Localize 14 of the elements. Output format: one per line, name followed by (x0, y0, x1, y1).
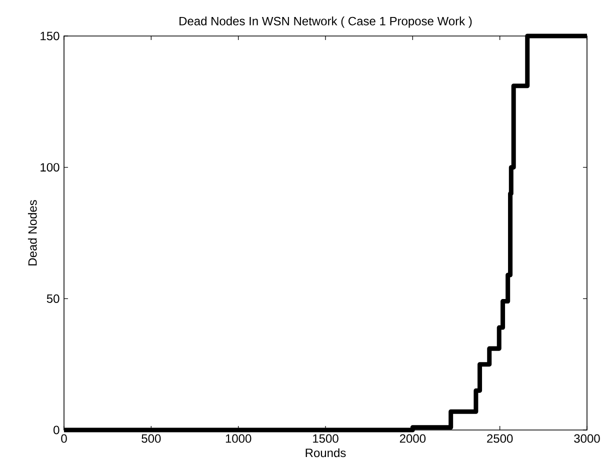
y-tick-label: 50 (46, 294, 60, 303)
x-tick-label: 3000 (574, 434, 600, 443)
x-tick-label: 2000 (400, 434, 426, 443)
y-axis-title: Dead Nodes (28, 200, 37, 266)
y-tick-label: 100 (40, 163, 60, 172)
x-axis-title: Rounds (306, 448, 346, 458)
y-tick-label: 150 (40, 32, 60, 40)
x-tick-label: 500 (142, 434, 161, 443)
x-tick-label: 0 (61, 434, 67, 443)
chart-title: Dead Nodes In WSN Network ( Case 1 Propose Work ) (180, 16, 472, 28)
x-tick-label: 1500 (313, 434, 338, 443)
x-tick-label: 2500 (487, 434, 513, 443)
y-tick-label: 0 (54, 426, 60, 434)
x-tick-label: 1000 (226, 434, 252, 443)
